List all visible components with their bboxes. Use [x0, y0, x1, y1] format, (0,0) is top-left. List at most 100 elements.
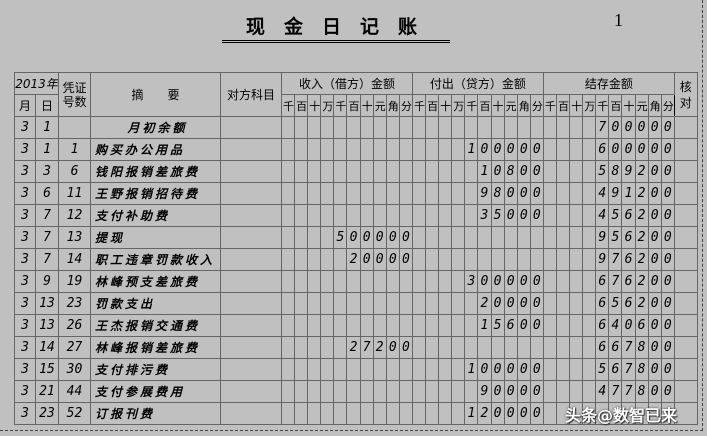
- income-digit-cell: [359, 380, 374, 403]
- voucher-cell: 12: [58, 204, 91, 227]
- outflow-header: 付出（贷方）金额: [411, 72, 544, 95]
- income-digit-cell: 0: [385, 248, 400, 271]
- income-digit-cell: [294, 248, 309, 271]
- outflow-digit-cell: [464, 336, 479, 359]
- balance-digit-cell: 0: [660, 358, 675, 381]
- outflow-digit-cell: [490, 336, 505, 359]
- income-digit-cell: [398, 204, 413, 227]
- balance-digit-cell: [569, 270, 584, 293]
- check-cell: [673, 204, 698, 227]
- outflow-digit-cell: 5: [490, 314, 505, 337]
- income-digit-cell: [398, 182, 413, 205]
- income-digit-cell: 0: [398, 248, 413, 271]
- outflow-digit-cell: 0: [503, 292, 518, 315]
- income-digit-cell: [372, 160, 387, 183]
- income-digit-cell: [294, 314, 309, 337]
- income-digit-cell: [307, 402, 322, 425]
- income-digit-cell: [333, 336, 348, 359]
- outflow-digit-cell: 0: [503, 270, 518, 293]
- income-digit-cell: [385, 270, 400, 293]
- balance-digit-cell: 0: [660, 314, 675, 337]
- check-cell: [673, 336, 698, 359]
- balance-digit-cell: 8: [634, 336, 649, 359]
- balance-digit-cell: 0: [621, 116, 636, 139]
- balance-digit-cell: 0: [647, 380, 662, 403]
- outflow-digit-cell: 0: [477, 270, 492, 293]
- income-digit-cell: [359, 270, 374, 293]
- income-digit-cell: [398, 292, 413, 315]
- balance-digit-cell: 4: [595, 380, 610, 403]
- outflow-digit-cell: [411, 182, 427, 205]
- outflow-digit-cell: 0: [490, 270, 505, 293]
- balance-digit-cell: 6: [621, 248, 636, 271]
- header-row-2: 月 日 千百十万千百十元角分千百十万千百十元角分千百十万千百十元角分: [14, 94, 698, 117]
- income-digit-cell: [359, 292, 374, 315]
- outflow-digit-cell: 2: [477, 292, 492, 315]
- outflow-digit-cell: 0: [516, 314, 531, 337]
- day-cell: 7: [35, 204, 59, 227]
- outflow-digit-cell: 0: [490, 160, 505, 183]
- outflow-digit-cell: [438, 358, 453, 381]
- balance-digit-cell: [569, 160, 584, 183]
- balance-digit-cell: 0: [660, 116, 675, 139]
- income-digit-cell: [385, 402, 400, 425]
- summary-cell: 支付排污费: [90, 358, 221, 381]
- income-digit-cell: [320, 226, 335, 249]
- month-cell: 3: [14, 292, 36, 315]
- balance-unit-0: 千: [542, 94, 557, 117]
- income-digit-cell: [320, 270, 335, 293]
- outflow-digit-cell: [411, 116, 427, 139]
- income-digit-cell: [346, 160, 361, 183]
- contra-account-cell: [220, 182, 282, 205]
- voucher-cell: 14: [58, 248, 91, 271]
- outflow-digit-cell: [438, 314, 453, 337]
- income-digit-cell: [294, 116, 309, 139]
- income-digit-cell: 0: [385, 226, 400, 249]
- outflow-digit-cell: 0: [529, 314, 544, 337]
- outflow-digit-cell: [425, 204, 440, 227]
- voucher-cell: 27: [58, 336, 91, 359]
- balance-digit-cell: 5: [608, 226, 623, 249]
- balance-digit-cell: [555, 292, 571, 315]
- outflow-digit-cell: [451, 138, 466, 161]
- balance-digit-cell: 0: [647, 138, 662, 161]
- income-digit-cell: 2: [346, 336, 361, 359]
- summary-cell: 订报刊费: [90, 402, 221, 425]
- outflow-digit-cell: 5: [490, 204, 505, 227]
- outflow-digit-cell: [425, 116, 440, 139]
- income-digit-cell: [359, 204, 374, 227]
- balance-digit-cell: 6: [621, 292, 636, 315]
- outflow-digit-cell: 1: [477, 160, 492, 183]
- outflow-digit-cell: [464, 380, 479, 403]
- outflow-digit-cell: 0: [490, 380, 505, 403]
- income-digit-cell: [372, 138, 387, 161]
- outflow-digit-cell: [411, 226, 427, 249]
- income-digit-cell: [398, 380, 413, 403]
- contra-account-cell: [220, 248, 282, 271]
- outflow-digit-cell: 0: [503, 204, 518, 227]
- income-digit-cell: [385, 358, 400, 381]
- outflow-digit-cell: [438, 116, 453, 139]
- income-unit-0: 千: [280, 94, 296, 117]
- income-digit-cell: [307, 116, 322, 139]
- income-digit-cell: [320, 292, 335, 315]
- balance-digit-cell: 7: [621, 380, 636, 403]
- outflow-digit-cell: [438, 182, 453, 205]
- check-cell: [673, 402, 698, 425]
- balance-unit-4: 千: [595, 94, 610, 117]
- outflow-digit-cell: [438, 336, 453, 359]
- outflow-digit-cell: [411, 204, 427, 227]
- page-number: 1: [614, 10, 623, 30]
- balance-digit-cell: [555, 116, 571, 139]
- summary-cell: 提现: [90, 226, 221, 249]
- balance-digit-cell: [582, 160, 597, 183]
- outflow-digit-cell: 0: [516, 204, 531, 227]
- income-digit-cell: [280, 138, 296, 161]
- income-digit-cell: [280, 160, 296, 183]
- balance-header: 结存金额: [542, 72, 675, 95]
- outflow-digit-cell: 0: [529, 270, 544, 293]
- day-cell: 15: [35, 358, 59, 381]
- outflow-digit-cell: 0: [516, 270, 531, 293]
- outflow-digit-cell: [490, 116, 505, 139]
